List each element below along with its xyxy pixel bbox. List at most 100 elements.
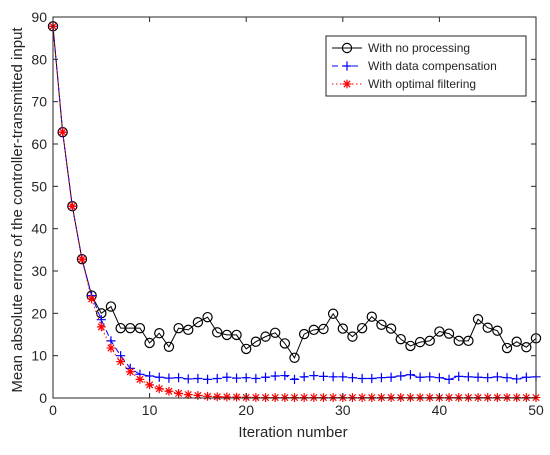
series-1-point <box>347 331 358 342</box>
x-tick-label: 0 <box>49 402 57 418</box>
series-2-point <box>222 372 232 382</box>
series-3-point <box>135 374 145 384</box>
series-1-point <box>154 328 165 339</box>
y-axis-label: Mean absolute errors of the controller-t… <box>9 27 26 393</box>
series-2-point <box>183 374 193 384</box>
legend-entry-3: With optimal filtering <box>332 77 476 91</box>
legend-marker <box>342 61 352 71</box>
axes-layer: 0 10 20 30 40 50 0 10 20 30 40 50 60 70 80 90 <box>31 9 544 418</box>
series-1-point <box>434 326 445 337</box>
series-1-point <box>521 342 532 353</box>
series-2-point <box>328 372 338 382</box>
legend-label: With no processing <box>368 41 470 55</box>
series-1-point <box>105 301 117 312</box>
series-1-point <box>269 327 281 339</box>
series-2-point <box>338 372 348 382</box>
legend-label: With data compensation <box>368 59 497 73</box>
series-3-point <box>222 392 232 402</box>
series-2-point <box>318 371 329 382</box>
legend-entry-1: With no processing <box>332 41 470 55</box>
series-2-point <box>502 373 512 383</box>
series-2-point <box>154 372 164 382</box>
series-3-point <box>232 392 241 402</box>
series-1-point <box>511 336 522 347</box>
series-2-point <box>212 373 222 384</box>
x-tick-label: 40 <box>432 402 448 418</box>
series-1-point <box>163 341 175 352</box>
series-1-point <box>298 328 310 340</box>
series-2-point <box>251 373 261 384</box>
x-tick-label: 30 <box>335 402 351 418</box>
series-1-point <box>212 327 223 338</box>
legend-label: With optimal filtering <box>368 77 476 91</box>
series-1-point <box>472 314 484 325</box>
series-2-point <box>483 373 493 383</box>
series-1-point <box>260 331 271 342</box>
series-1-point <box>385 323 397 334</box>
series-2-point <box>367 373 377 384</box>
series-3-point <box>183 390 193 400</box>
series-line-1 <box>52 26 537 359</box>
series-2-point <box>145 371 155 381</box>
series-layer <box>47 21 542 402</box>
y-tick-label: 20 <box>31 305 47 321</box>
series-3-point <box>87 294 97 304</box>
series-2-point <box>231 373 242 383</box>
series-1-point <box>250 336 262 347</box>
series-3-point <box>116 357 126 366</box>
series-2-point <box>289 374 300 384</box>
series-2-point <box>164 373 174 383</box>
series-2-point <box>463 372 473 382</box>
series-1-point <box>443 328 455 339</box>
series-3-point <box>203 391 212 401</box>
series-2-point <box>299 372 309 382</box>
series-1-point <box>376 319 387 330</box>
series-2-point <box>347 373 358 383</box>
legend-box <box>325 35 527 97</box>
y-tick-label: 90 <box>31 9 47 25</box>
x-tick-label: 10 <box>142 402 158 418</box>
y-tick-label: 40 <box>31 221 47 237</box>
series-1-point <box>240 343 252 355</box>
series-2-point <box>280 370 290 381</box>
series-3-point <box>193 391 203 400</box>
x-tick-label: 50 <box>528 402 544 418</box>
series-2-point <box>260 372 271 382</box>
series-2-point <box>386 372 396 382</box>
series-3-point <box>106 343 116 353</box>
series-1-point <box>424 335 435 347</box>
series-1-point <box>173 322 184 334</box>
series-1-point <box>356 322 368 334</box>
series-3-point <box>145 380 154 390</box>
series-1-point <box>231 329 242 341</box>
series-1-point <box>463 335 474 347</box>
series-2-point <box>309 370 319 381</box>
series-2-point <box>376 373 387 383</box>
series-1-point <box>279 338 291 349</box>
series-2-point <box>415 372 425 382</box>
series-2-point <box>241 373 251 383</box>
series-2-point <box>434 373 444 383</box>
series-1-point <box>183 324 194 336</box>
series-1-point <box>395 333 406 345</box>
series-3-point <box>96 322 106 332</box>
series-1-point <box>337 323 348 334</box>
series-2-point <box>173 373 184 383</box>
y-tick-label: 10 <box>31 348 47 364</box>
series-2-point <box>521 372 531 382</box>
series-1-point <box>192 317 204 328</box>
series-1-point <box>414 336 426 348</box>
series-1-point <box>405 340 416 352</box>
series-2-point <box>193 373 203 384</box>
series-1-point <box>318 323 329 335</box>
series-3-point <box>174 388 183 398</box>
series-1-point <box>501 342 513 354</box>
y-tick-label: 50 <box>31 178 47 194</box>
series-2-point <box>396 371 406 381</box>
series-3-point <box>212 392 222 402</box>
series-2-point <box>473 372 483 382</box>
y-tick-label: 30 <box>31 263 47 279</box>
legend-marker <box>342 79 352 89</box>
